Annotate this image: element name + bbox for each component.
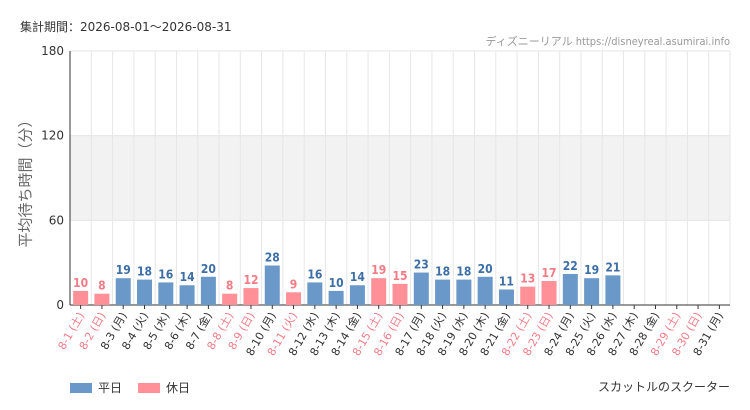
bar-value-label: 10 (73, 276, 88, 290)
legend-swatch-holiday (138, 382, 161, 393)
bar-value-label: 21 (605, 260, 620, 274)
y-tick-label: 60 (49, 213, 64, 227)
bar (94, 293, 110, 305)
bar (562, 273, 578, 305)
bar-value-label: 8 (226, 279, 234, 293)
bar-value-label: 20 (478, 262, 493, 276)
bar-value-label: 19 (584, 263, 599, 277)
y-tick-label: 120 (41, 129, 64, 143)
bar (222, 293, 238, 305)
bar (498, 289, 514, 305)
bar (541, 281, 557, 305)
bar (243, 288, 259, 305)
bar (179, 285, 195, 305)
legend-item-holiday[interactable]: 休日 (138, 379, 190, 396)
bar (200, 276, 216, 305)
bar (349, 285, 365, 305)
bar (605, 275, 621, 305)
bar-value-label: 9 (290, 277, 298, 291)
bar (264, 265, 280, 305)
bar (392, 283, 408, 305)
bar-value-label: 20 (201, 262, 216, 276)
bar-value-label: 18 (456, 265, 471, 279)
bar-value-label: 28 (265, 250, 280, 264)
bar-value-label: 22 (563, 259, 578, 273)
bar-value-label: 13 (520, 272, 535, 286)
attraction-name: スカットルのスクーター (597, 380, 730, 394)
legend-label-holiday: 休日 (166, 381, 191, 395)
bar (413, 272, 429, 305)
legend-swatch-weekday (70, 382, 92, 393)
bar-value-label: 19 (116, 263, 131, 277)
legend: 平日 休日 (70, 379, 190, 396)
bar-value-label: 14 (180, 270, 196, 284)
bar-value-label: 18 (435, 265, 450, 279)
site-credit: ディズニーリアル https://disneyreal.asumirai.inf… (485, 35, 730, 48)
bar (371, 278, 387, 305)
bar-value-label: 16 (158, 267, 173, 281)
bar (115, 278, 131, 305)
bar-value-label: 11 (499, 274, 514, 288)
bar (328, 290, 344, 305)
bar-value-label: 15 (392, 269, 407, 283)
y-tick-label: 180 (41, 44, 64, 58)
bar (435, 279, 451, 305)
bar-value-label: 8 (98, 279, 106, 293)
legend-label-weekday: 平日 (98, 381, 123, 395)
bar-value-label: 17 (542, 266, 557, 280)
bar-value-label: 10 (329, 276, 344, 290)
bar (137, 279, 153, 305)
bar (158, 282, 174, 305)
bar-value-label: 23 (414, 258, 429, 272)
bar (584, 278, 600, 305)
bar (73, 290, 89, 305)
bar (456, 279, 472, 305)
bar (307, 282, 323, 305)
bar-value-label: 16 (307, 267, 322, 281)
bar (520, 286, 536, 305)
bar-value-label: 19 (371, 263, 386, 277)
bar (286, 292, 302, 305)
bar-value-label: 14 (350, 270, 366, 284)
bar (477, 276, 493, 305)
plot-band (70, 135, 730, 221)
legend-item-weekday[interactable]: 平日 (70, 379, 122, 396)
y-tick-label: 0 (56, 298, 64, 312)
collection-period: 集計期間：2026-08-01～2026-08-31 (20, 20, 232, 34)
bar-value-label: 12 (243, 273, 258, 287)
bar-value-label: 18 (137, 265, 152, 279)
